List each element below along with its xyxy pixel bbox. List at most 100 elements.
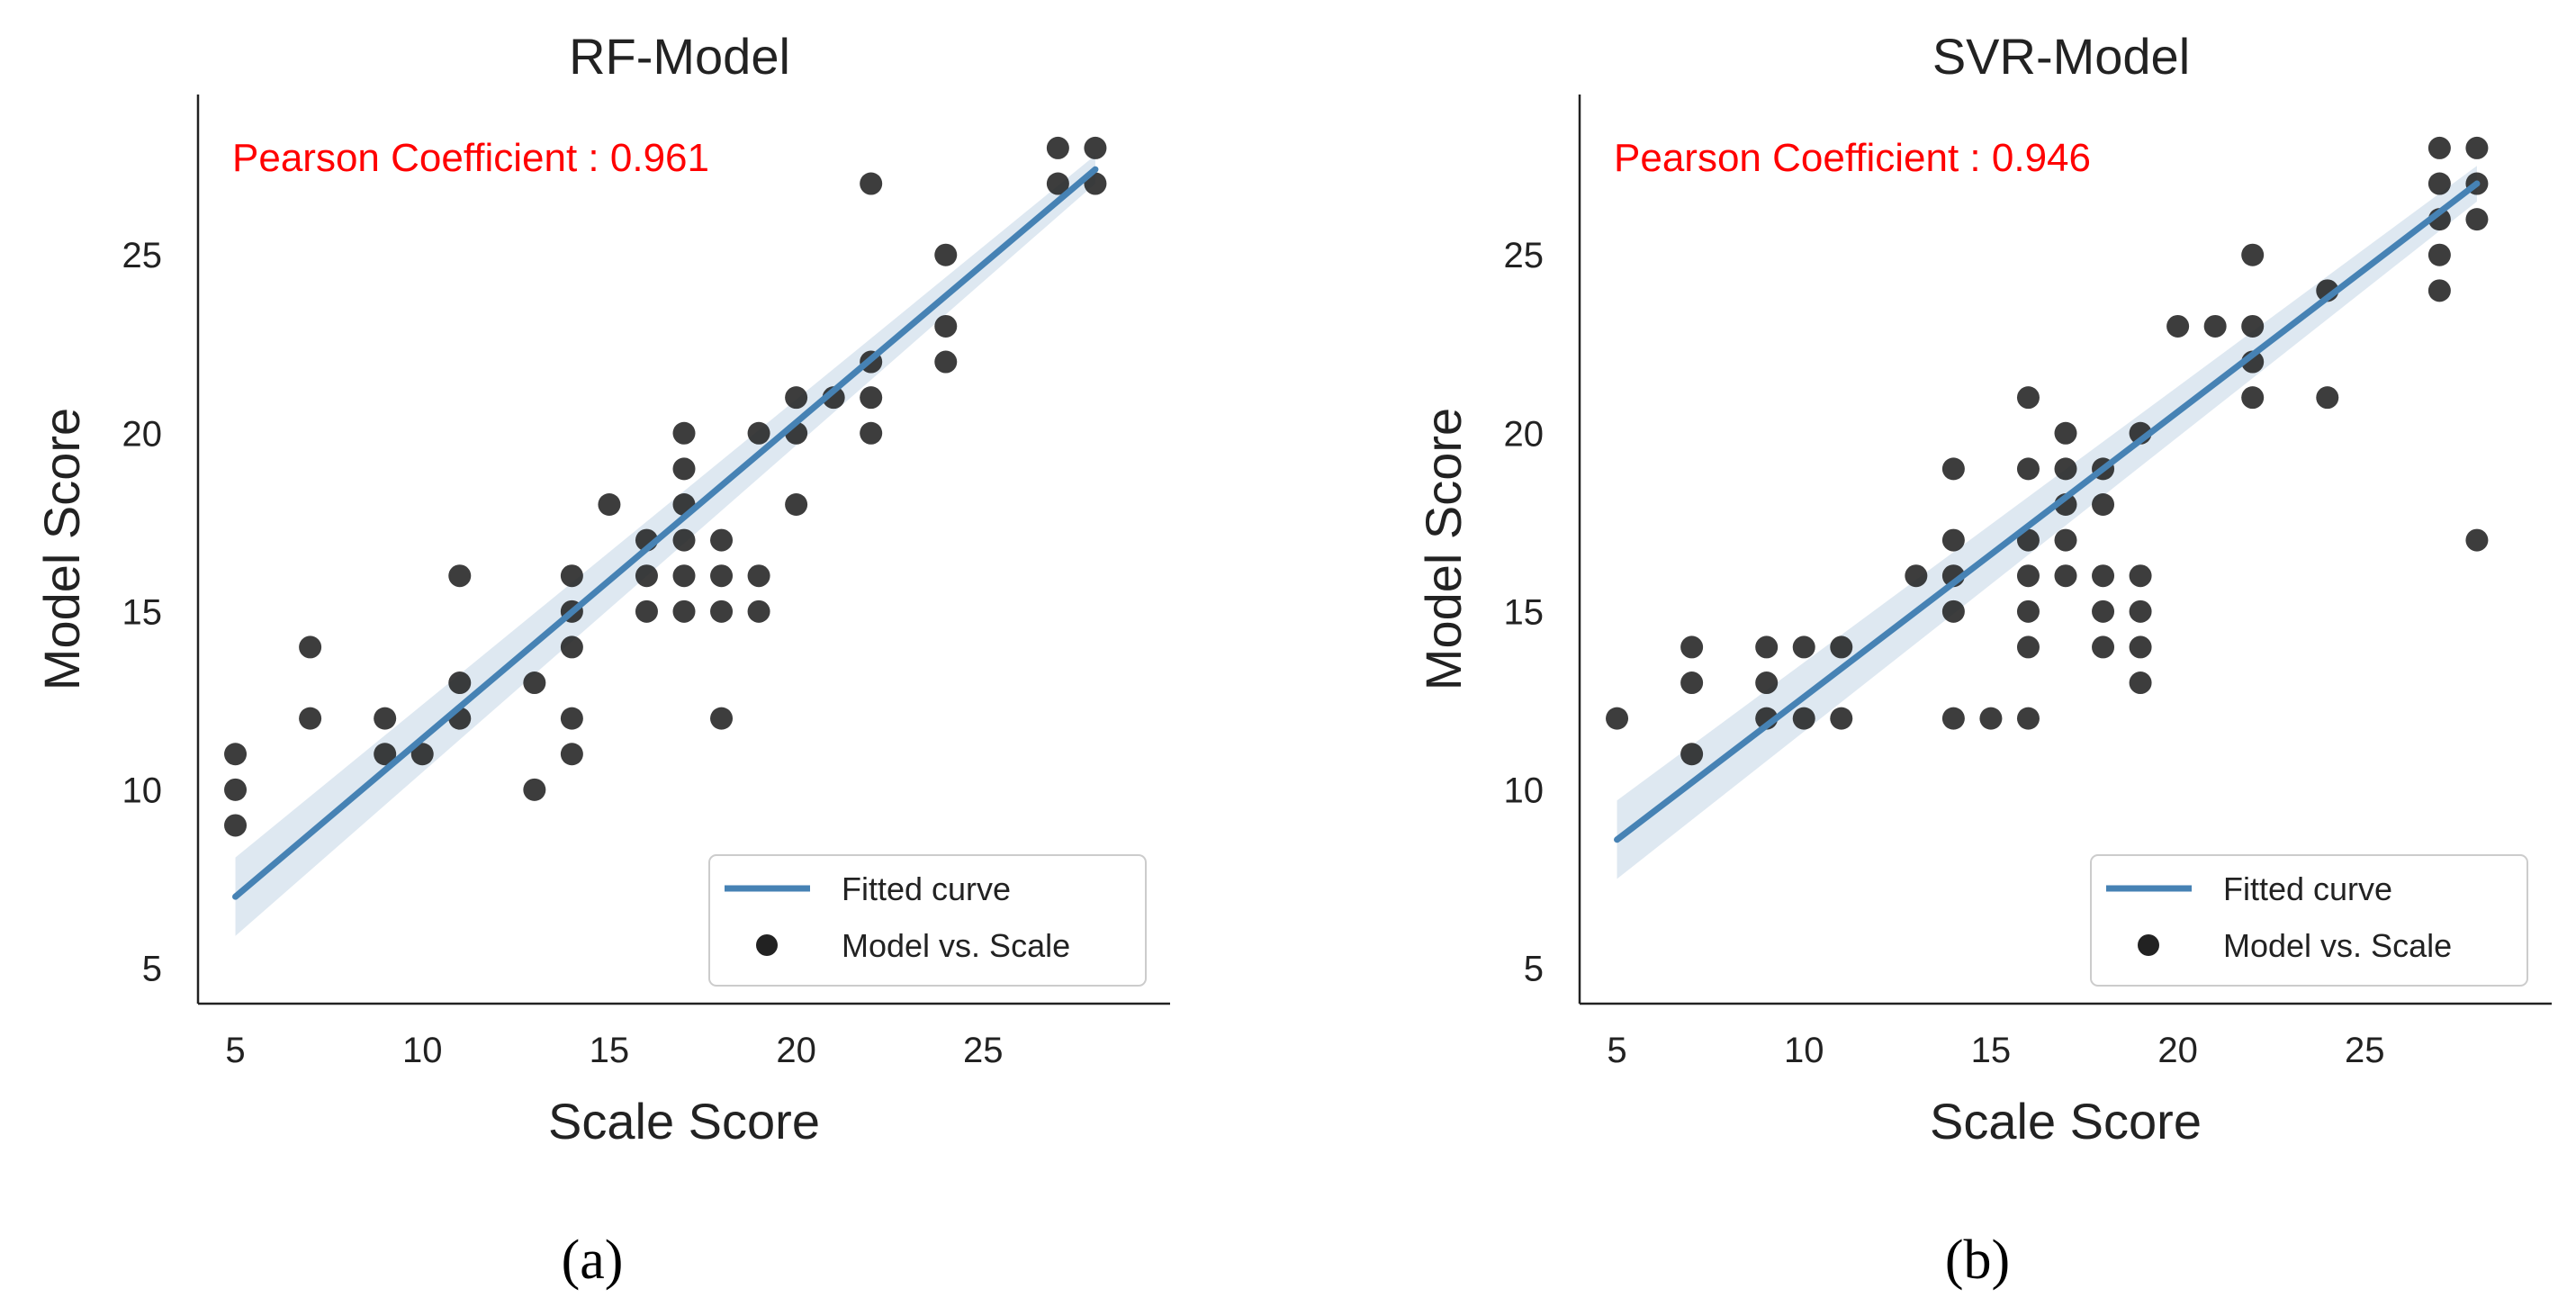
x-axis-label: Scale Score bbox=[1930, 1093, 2202, 1149]
scatter-point bbox=[560, 707, 583, 730]
legend: Fitted curve Model vs. Scale bbox=[2090, 854, 2528, 987]
scatter-point bbox=[2129, 564, 2152, 588]
scatter-point bbox=[1680, 635, 1704, 659]
scatter-point bbox=[2054, 528, 2077, 552]
scatter-point bbox=[2092, 599, 2115, 623]
scatter-point bbox=[374, 707, 397, 730]
x-tick-label: 15 bbox=[590, 1031, 630, 1070]
plot-area bbox=[224, 136, 1107, 936]
panel-label: (a) bbox=[562, 1230, 624, 1291]
scatter-point bbox=[672, 599, 696, 623]
scatter-point bbox=[2016, 457, 2040, 481]
pearson-annotation: Pearson Coefficient : 0.961 bbox=[232, 136, 709, 180]
scatter-point bbox=[2316, 386, 2339, 410]
scatter-point bbox=[2016, 707, 2040, 730]
x-tick-label: 10 bbox=[402, 1031, 443, 1070]
scatter-point bbox=[672, 564, 696, 588]
scatter-point bbox=[635, 599, 658, 623]
y-tick-label: 20 bbox=[1504, 414, 1545, 454]
scatter-point bbox=[934, 243, 958, 266]
legend-box bbox=[708, 854, 1147, 987]
legend-label-scatter: Model vs. Scale bbox=[2223, 927, 2452, 964]
scatter-point bbox=[747, 421, 770, 445]
scatter-point bbox=[2016, 564, 2040, 588]
x-tick-label: 15 bbox=[1971, 1031, 2012, 1070]
legend-label-scatter: Model vs. Scale bbox=[842, 927, 1070, 964]
scatter-point bbox=[2092, 492, 2115, 516]
fitted-line bbox=[1614, 180, 2481, 843]
y-tick-label: 20 bbox=[122, 414, 163, 454]
scatter-point bbox=[747, 564, 770, 588]
fitted-line bbox=[232, 166, 1099, 900]
scatter-point bbox=[934, 350, 958, 374]
scatter-point bbox=[710, 528, 734, 552]
scatter-point bbox=[1046, 172, 1069, 195]
scatter-point bbox=[1941, 707, 1965, 730]
legend-label-fit: Fitted curve bbox=[842, 870, 1011, 907]
scatter-point bbox=[2092, 635, 2115, 659]
scatter-point bbox=[710, 599, 734, 623]
scatter-point bbox=[448, 672, 472, 695]
confidence-band bbox=[1617, 166, 2477, 879]
x-tick-label: 25 bbox=[2345, 1031, 2385, 1070]
x-tick-label: 20 bbox=[2157, 1031, 2198, 1070]
y-tick-label: 25 bbox=[122, 236, 163, 275]
scatter-point bbox=[1606, 707, 1629, 730]
scatter-point bbox=[2054, 421, 2077, 445]
scatter-point bbox=[2241, 386, 2265, 410]
scatter-point bbox=[1941, 528, 1965, 552]
scatter-point bbox=[710, 564, 734, 588]
x-tick-label: 20 bbox=[776, 1031, 816, 1070]
scatter-point bbox=[224, 743, 248, 766]
y-tick-label: 25 bbox=[1504, 236, 1545, 275]
scatter-point bbox=[1830, 635, 1853, 659]
scatter-point bbox=[2465, 136, 2489, 159]
x-tick-labels: 5 10 15 20 25 bbox=[1607, 1031, 2384, 1070]
scatter-point bbox=[2241, 314, 2265, 338]
scatter-point bbox=[672, 457, 696, 481]
scatter-point bbox=[224, 814, 248, 837]
legend-label-fit: Fitted curve bbox=[2223, 870, 2392, 907]
scatter-point bbox=[2465, 528, 2489, 552]
scatter-point bbox=[2203, 314, 2227, 338]
y-axis-label: Model Score bbox=[1415, 408, 1472, 690]
panel-label: (b) bbox=[1945, 1230, 2010, 1291]
scatter-point bbox=[672, 421, 696, 445]
legend: Fitted curve Model vs. Scale bbox=[708, 854, 1147, 987]
scatter-point bbox=[2016, 635, 2040, 659]
scatter-point bbox=[747, 599, 770, 623]
scatter-point bbox=[598, 492, 621, 516]
y-axis-label: Model Score bbox=[33, 408, 90, 690]
scatter-point bbox=[2427, 136, 2451, 159]
y-tick-label: 15 bbox=[122, 592, 163, 632]
scatter-point bbox=[1979, 707, 2003, 730]
scatter-point bbox=[1905, 564, 1928, 588]
scatter-point bbox=[410, 743, 434, 766]
scatter-point bbox=[1792, 707, 1815, 730]
scatter-point bbox=[860, 172, 883, 195]
scatter-point bbox=[523, 672, 546, 695]
scatter-point bbox=[2129, 635, 2152, 659]
plot-area bbox=[1606, 136, 2489, 879]
y-tick-label: 5 bbox=[1524, 949, 1544, 988]
scatter-point bbox=[2016, 599, 2040, 623]
y-tick-labels: 5 10 15 20 25 bbox=[1504, 236, 1545, 988]
scatter-point bbox=[2241, 243, 2265, 266]
y-tick-label: 5 bbox=[142, 949, 162, 988]
scatter-point bbox=[934, 314, 958, 338]
pearson-annotation: Pearson Coefficient : 0.946 bbox=[1614, 136, 2091, 180]
x-axis-label: Scale Score bbox=[548, 1093, 820, 1149]
x-tick-label: 5 bbox=[225, 1031, 245, 1070]
scatter-point bbox=[2092, 564, 2115, 588]
legend-marker-swatch bbox=[756, 934, 778, 956]
x-tick-label: 25 bbox=[963, 1031, 1004, 1070]
confidence-band bbox=[235, 155, 1095, 936]
scatter-point bbox=[523, 778, 546, 801]
scatter-point bbox=[672, 528, 696, 552]
scatter-point bbox=[560, 564, 583, 588]
y-tick-label: 10 bbox=[1504, 771, 1545, 810]
scatter-point bbox=[560, 635, 583, 659]
scatter-point bbox=[2054, 457, 2077, 481]
scatter-point bbox=[374, 743, 397, 766]
